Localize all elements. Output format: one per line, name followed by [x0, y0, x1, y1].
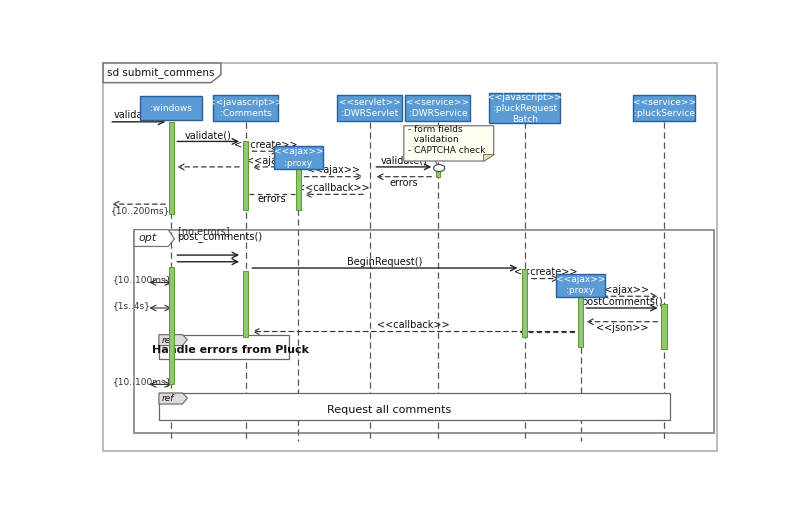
- Text: ref: ref: [162, 335, 174, 345]
- FancyBboxPatch shape: [169, 122, 174, 214]
- Text: validate(): validate(): [114, 109, 161, 119]
- Text: <<callback>>: <<callback>>: [298, 183, 370, 193]
- Text: <<ajax>>: <<ajax>>: [307, 165, 360, 176]
- Text: sd submit_commens: sd submit_commens: [107, 67, 215, 78]
- Text: opt: opt: [138, 233, 157, 243]
- Text: <<ajax>>
:proxy: <<ajax>> :proxy: [274, 148, 323, 167]
- Text: Handle errors from Pluck: Handle errors from Pluck: [152, 345, 309, 355]
- Text: {10..100ms}: {10..100ms}: [112, 377, 172, 386]
- Text: ref: ref: [162, 394, 174, 403]
- Text: [no errors]: [no errors]: [178, 227, 229, 236]
- Text: - form fields
  validation
- CAPTCHA check: - form fields validation - CAPTCHA check: [408, 125, 486, 155]
- Text: <<javascript>>
:pluckRequest
Batch: <<javascript>> :pluckRequest Batch: [487, 93, 562, 124]
- FancyBboxPatch shape: [243, 142, 249, 210]
- FancyBboxPatch shape: [489, 94, 560, 123]
- Text: {10..100ms}: {10..100ms}: [112, 275, 172, 285]
- Text: post_comments(): post_comments(): [178, 232, 262, 242]
- FancyBboxPatch shape: [662, 304, 667, 349]
- Text: <<ajax>>: <<ajax>>: [595, 285, 649, 295]
- FancyBboxPatch shape: [213, 95, 278, 121]
- FancyBboxPatch shape: [140, 96, 202, 120]
- Polygon shape: [103, 63, 221, 82]
- Text: <<service>>
:DWRService: <<service>> :DWRService: [406, 98, 470, 118]
- FancyBboxPatch shape: [578, 297, 583, 347]
- Text: <<ajax>>
:proxy: <<ajax>> :proxy: [556, 275, 606, 295]
- FancyBboxPatch shape: [406, 95, 470, 121]
- FancyBboxPatch shape: [274, 146, 323, 169]
- FancyBboxPatch shape: [159, 334, 289, 359]
- FancyBboxPatch shape: [522, 269, 527, 337]
- Text: <<callback>>: <<callback>>: [377, 320, 450, 330]
- Polygon shape: [483, 154, 494, 161]
- Polygon shape: [159, 393, 187, 404]
- Text: BeginRequest(): BeginRequest(): [347, 257, 422, 267]
- Text: <<json>>: <<json>>: [596, 323, 648, 333]
- Text: errors: errors: [390, 178, 418, 188]
- Text: validate(): validate(): [380, 156, 427, 165]
- Polygon shape: [404, 126, 494, 161]
- Text: errors: errors: [258, 194, 286, 204]
- FancyBboxPatch shape: [634, 95, 695, 121]
- Text: <<create>>: <<create>>: [514, 267, 578, 277]
- FancyBboxPatch shape: [159, 393, 670, 420]
- Text: {10..200ms}: {10..200ms}: [110, 206, 170, 215]
- FancyBboxPatch shape: [556, 273, 606, 297]
- Polygon shape: [134, 230, 174, 246]
- Text: Request all comments: Request all comments: [327, 405, 451, 414]
- Text: :windows: :windows: [150, 104, 192, 112]
- Text: <<create>>: <<create>>: [234, 140, 298, 150]
- FancyBboxPatch shape: [296, 169, 301, 210]
- FancyBboxPatch shape: [337, 95, 402, 121]
- Text: postComments(): postComments(): [582, 297, 663, 307]
- Text: validate(): validate(): [185, 130, 232, 140]
- FancyBboxPatch shape: [243, 271, 249, 337]
- Text: <<ajax>>: <<ajax>>: [246, 156, 299, 165]
- Text: <<javascript>>
:Comments: <<javascript>> :Comments: [208, 98, 283, 118]
- Polygon shape: [159, 334, 187, 346]
- Circle shape: [434, 164, 445, 172]
- Text: <<servlet>>
:DWRServlet: <<servlet>> :DWRServlet: [339, 98, 401, 118]
- Text: <<service>>
:pluckService: <<service>> :pluckService: [633, 98, 696, 118]
- Text: {1s..4s}: {1s..4s}: [112, 301, 150, 310]
- FancyBboxPatch shape: [169, 267, 174, 384]
- FancyBboxPatch shape: [436, 167, 440, 177]
